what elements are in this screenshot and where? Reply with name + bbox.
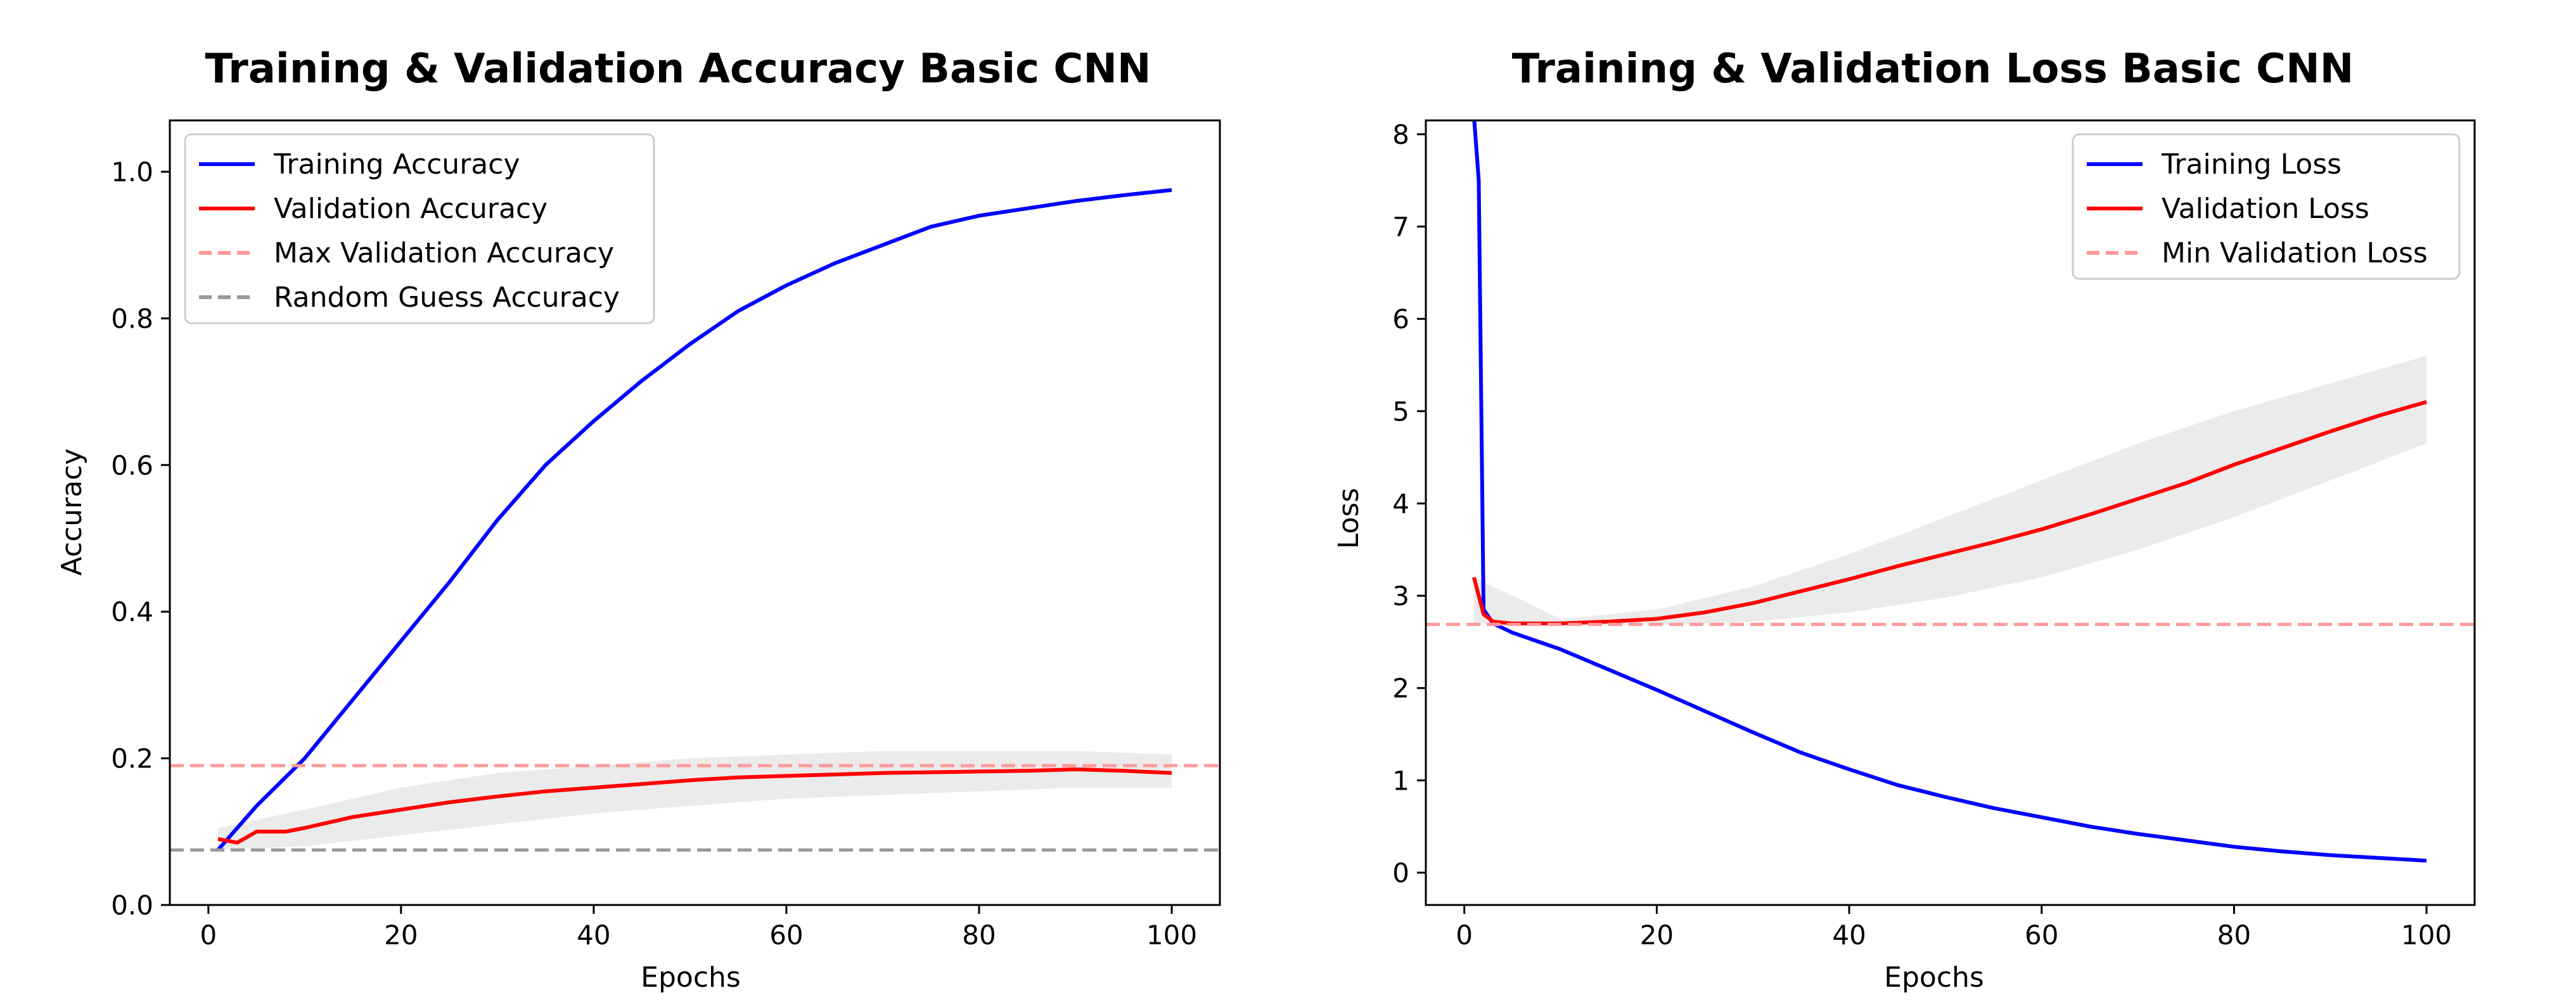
- loss-y-tick-label: 5: [1392, 396, 1409, 427]
- accuracy-y-tick-label: 0.8: [111, 303, 153, 334]
- loss-y-tick-label: 2: [1392, 673, 1409, 704]
- accuracy-x-tick-label: 20: [384, 920, 418, 951]
- accuracy-x-tick-label: 0: [200, 920, 217, 951]
- loss-x-tick-label: 20: [1640, 920, 1674, 951]
- loss-legend-label-min-validation-loss: Min Validation Loss: [2162, 237, 2428, 269]
- accuracy-chart: 0 20 40 60 80 100 0.0 0.2 0.4 0.6 0.8 1.0 Training A…: [111, 119, 1221, 951]
- loss-legend-label-validation-loss: Validation Loss: [2162, 193, 2369, 225]
- loss-y-tick-label: 4: [1392, 488, 1409, 519]
- accuracy-y-tick-label: 0.0: [111, 890, 153, 921]
- loss-legend-label-training-loss: Training Loss: [2161, 148, 2342, 181]
- accuracy-y-axis-label: Accuracy: [56, 449, 88, 576]
- accuracy-y-tick-label: 0.6: [111, 450, 153, 481]
- loss-chart-title: Training & Validation Loss Basic CNN: [1512, 46, 2354, 93]
- loss-y-axis-label: Loss: [1333, 488, 1365, 549]
- accuracy-legend-label-max-validation-accuracy: Max Validation Accuracy: [274, 237, 614, 269]
- loss-legend: Training Loss Validation Loss Min Validati…: [2072, 133, 2461, 280]
- accuracy-plot-area: [170, 188, 1220, 852]
- loss-series-validation-loss: [1471, 400, 2427, 625]
- loss-series-training-loss: [1472, 120, 2427, 863]
- loss-confidence-band: [1473, 356, 2427, 625]
- accuracy-x-tick-label: 100: [1146, 920, 1197, 951]
- accuracy-legend: Training Accuracy Validation Accuracy Max …: [184, 133, 655, 324]
- loss-x-tick-label: 0: [1456, 920, 1473, 951]
- loss-y-tick-label: 1: [1392, 765, 1409, 796]
- accuracy-y-tick-label: 0.2: [111, 743, 153, 774]
- loss-y-tick-label: 7: [1392, 211, 1409, 242]
- accuracy-series-training-accuracy: [216, 188, 1172, 852]
- loss-x-axis-label: Epochs: [1884, 961, 1984, 994]
- loss-y-tick-label: 0: [1392, 857, 1409, 888]
- accuracy-legend-label-validation-accuracy: Validation Accuracy: [274, 193, 548, 225]
- accuracy-axes-frame: [169, 119, 1221, 906]
- loss-chart: 0 20 40 60 80 100 0 1 2 3 4 5 6 7 8 Training Loss Valida…: [1392, 119, 2476, 951]
- accuracy-y-tick-label: 1.0: [111, 157, 153, 188]
- accuracy-x-axis-label: Epochs: [641, 961, 741, 994]
- loss-y-tick-label: 3: [1392, 580, 1409, 612]
- accuracy-legend-label-training-accuracy: Training Accuracy: [273, 148, 520, 181]
- accuracy-y-tick-label: 0.4: [111, 596, 153, 627]
- accuracy-chart-title: Training & Validation Accuracy Basic CNN: [205, 46, 1151, 93]
- accuracy-legend-box: [184, 133, 655, 324]
- loss-x-tick-label: 100: [2401, 920, 2452, 951]
- loss-x-tick-label: 60: [2025, 920, 2058, 951]
- accuracy-x-tick-label: 80: [962, 920, 996, 951]
- accuracy-x-tick-label: 40: [577, 920, 610, 951]
- loss-axes-frame: [1425, 119, 2476, 906]
- loss-y-tick-label: 8: [1392, 119, 1409, 150]
- loss-legend-box: [2072, 133, 2461, 280]
- loss-plot-area: [1426, 120, 2475, 863]
- accuracy-series-validation-accuracy: [217, 767, 1172, 845]
- accuracy-confidence-band: [218, 751, 1172, 850]
- loss-x-tick-label: 80: [2217, 920, 2251, 951]
- accuracy-legend-label-random-guess-accuracy: Random Guess Accuracy: [274, 281, 620, 314]
- accuracy-x-tick-label: 60: [769, 920, 803, 951]
- loss-x-tick-label: 40: [1832, 920, 1866, 951]
- loss-y-tick-label: 6: [1392, 304, 1409, 335]
